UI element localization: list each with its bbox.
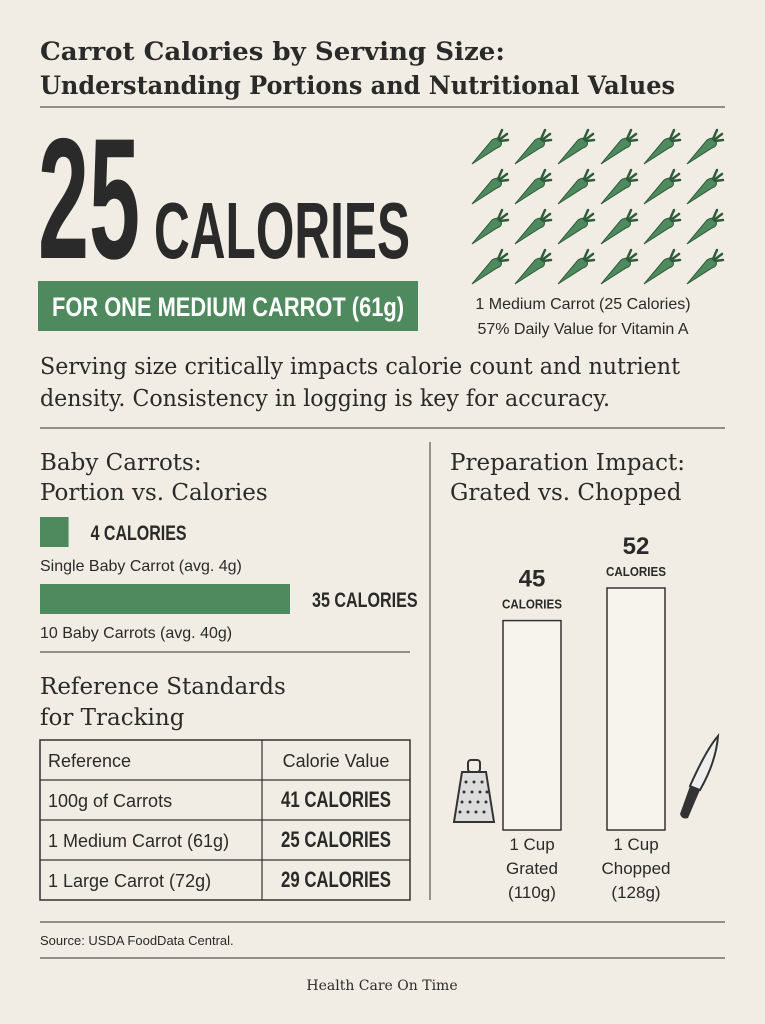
carrot-icon — [643, 128, 682, 165]
carrot-icon — [514, 128, 553, 165]
carrot-icon — [514, 208, 553, 245]
section-title: for Tracking — [40, 705, 185, 731]
carrot-icon — [557, 208, 596, 245]
carrot-icon — [686, 128, 725, 165]
carrot-leaves — [496, 248, 510, 263]
carrot-leaves — [496, 168, 510, 183]
carrot-icon — [471, 248, 510, 285]
carrot-icon — [557, 168, 596, 205]
section-title: Portion vs. Calories — [40, 480, 268, 506]
intro: density. Consistency in logging is key f… — [40, 386, 610, 412]
carrot-icon — [686, 168, 725, 205]
carrot-leaves — [625, 208, 639, 223]
table-header: Reference — [48, 751, 131, 771]
bar — [40, 517, 69, 547]
source: Source: USDA FoodData Central. — [40, 933, 234, 948]
carrot-leaves — [625, 168, 639, 183]
carrot-icon — [600, 168, 639, 205]
carrot-leaves — [539, 128, 553, 143]
category-label: 10 Baby Carrots (avg. 40g) — [40, 625, 232, 642]
value-label: 45 — [519, 566, 546, 593]
carrot-leaves — [539, 248, 553, 263]
bar — [606, 587, 666, 831]
category-label: (128g) — [611, 883, 660, 902]
title: Understanding Portions and Nutritional V… — [40, 71, 675, 100]
carrot-icon — [471, 168, 510, 205]
carrot-icon — [471, 208, 510, 245]
badge — [38, 281, 418, 331]
carrot-leaves — [582, 248, 596, 263]
icon-caption: 57% Daily Value for Vitamin A — [477, 321, 688, 338]
knife-icon — [680, 733, 720, 819]
section-title: Baby Carrots: — [40, 450, 202, 476]
carrot-icon — [600, 248, 639, 285]
table-cell: 1 Medium Carrot (61g) — [48, 831, 229, 851]
table-cell: 100g of Carrots — [48, 791, 172, 811]
carrot-leaves — [582, 168, 596, 183]
carrot-leaves — [496, 128, 510, 143]
table-header: Calorie Value — [283, 751, 390, 771]
value-unit: CALORIES — [606, 564, 666, 579]
section-title: Preparation Impact: — [450, 450, 685, 476]
carrot-leaves — [711, 128, 725, 143]
table-cell: 25 CALORIES — [281, 827, 391, 852]
carrot-icon — [514, 168, 553, 205]
carrot-icon — [557, 248, 596, 285]
carrot-icon — [643, 168, 682, 205]
carrot-leaves — [668, 128, 682, 143]
carrot-icon — [557, 128, 596, 165]
section-title: Grated vs. Chopped — [450, 480, 682, 506]
carrot-icon — [643, 248, 682, 285]
table-cell: 41 CALORIES — [281, 787, 391, 812]
brand: Health Care On Time — [306, 978, 457, 994]
category-label: 1 Cup — [509, 835, 554, 854]
carrot-leaves — [625, 248, 639, 263]
value-label: 52 — [623, 533, 650, 560]
icon-caption: 1 Medium Carrot (25 Calories) — [475, 296, 690, 313]
carrot-icon — [514, 248, 553, 285]
category-label: (110g) — [508, 883, 556, 902]
carrot-leaves — [496, 208, 510, 223]
intro: Serving size critically impacts calorie … — [40, 354, 681, 380]
table-cell: 29 CALORIES — [281, 867, 391, 892]
badge-text: FOR ONE MEDIUM CARROT (61g) — [52, 292, 404, 322]
carrot-leaves — [625, 128, 639, 143]
category-label: Single Baby Carrot (avg. 4g) — [40, 558, 242, 575]
bar — [502, 619, 562, 831]
carrot-leaves — [668, 248, 682, 263]
value-label: 4 CALORIES — [91, 522, 187, 545]
category-label: Chopped — [601, 859, 670, 878]
table-cell: 1 Large Carrot (72g) — [48, 871, 211, 891]
carrot-icon — [643, 208, 682, 245]
carrot-icon — [600, 208, 639, 245]
carrot-icon — [686, 208, 725, 245]
hero-number: 25 — [38, 103, 140, 295]
bar — [40, 584, 290, 614]
carrot-leaves — [582, 208, 596, 223]
title: Carrot Calories by Serving Size: — [40, 37, 505, 66]
category-label: 1 Cup — [613, 835, 658, 854]
carrot-leaves — [711, 168, 725, 183]
carrot-icon — [471, 128, 510, 165]
carrot-leaves — [711, 248, 725, 263]
carrot-leaves — [711, 208, 725, 223]
carrot-icon — [686, 248, 725, 285]
value-unit: CALORIES — [502, 597, 562, 612]
section-title: Reference Standards — [40, 674, 286, 700]
carrot-leaves — [582, 128, 596, 143]
carrot-leaves — [539, 208, 553, 223]
category-label: Grated — [506, 859, 558, 878]
carrot-icon — [600, 128, 639, 165]
carrot-leaves — [668, 208, 682, 223]
value-label: 35 CALORIES — [312, 589, 418, 612]
carrot-leaves — [539, 168, 553, 183]
hero-unit: CALORIES — [154, 186, 410, 275]
carrot-leaves — [668, 168, 682, 183]
grater-icon — [452, 759, 496, 823]
